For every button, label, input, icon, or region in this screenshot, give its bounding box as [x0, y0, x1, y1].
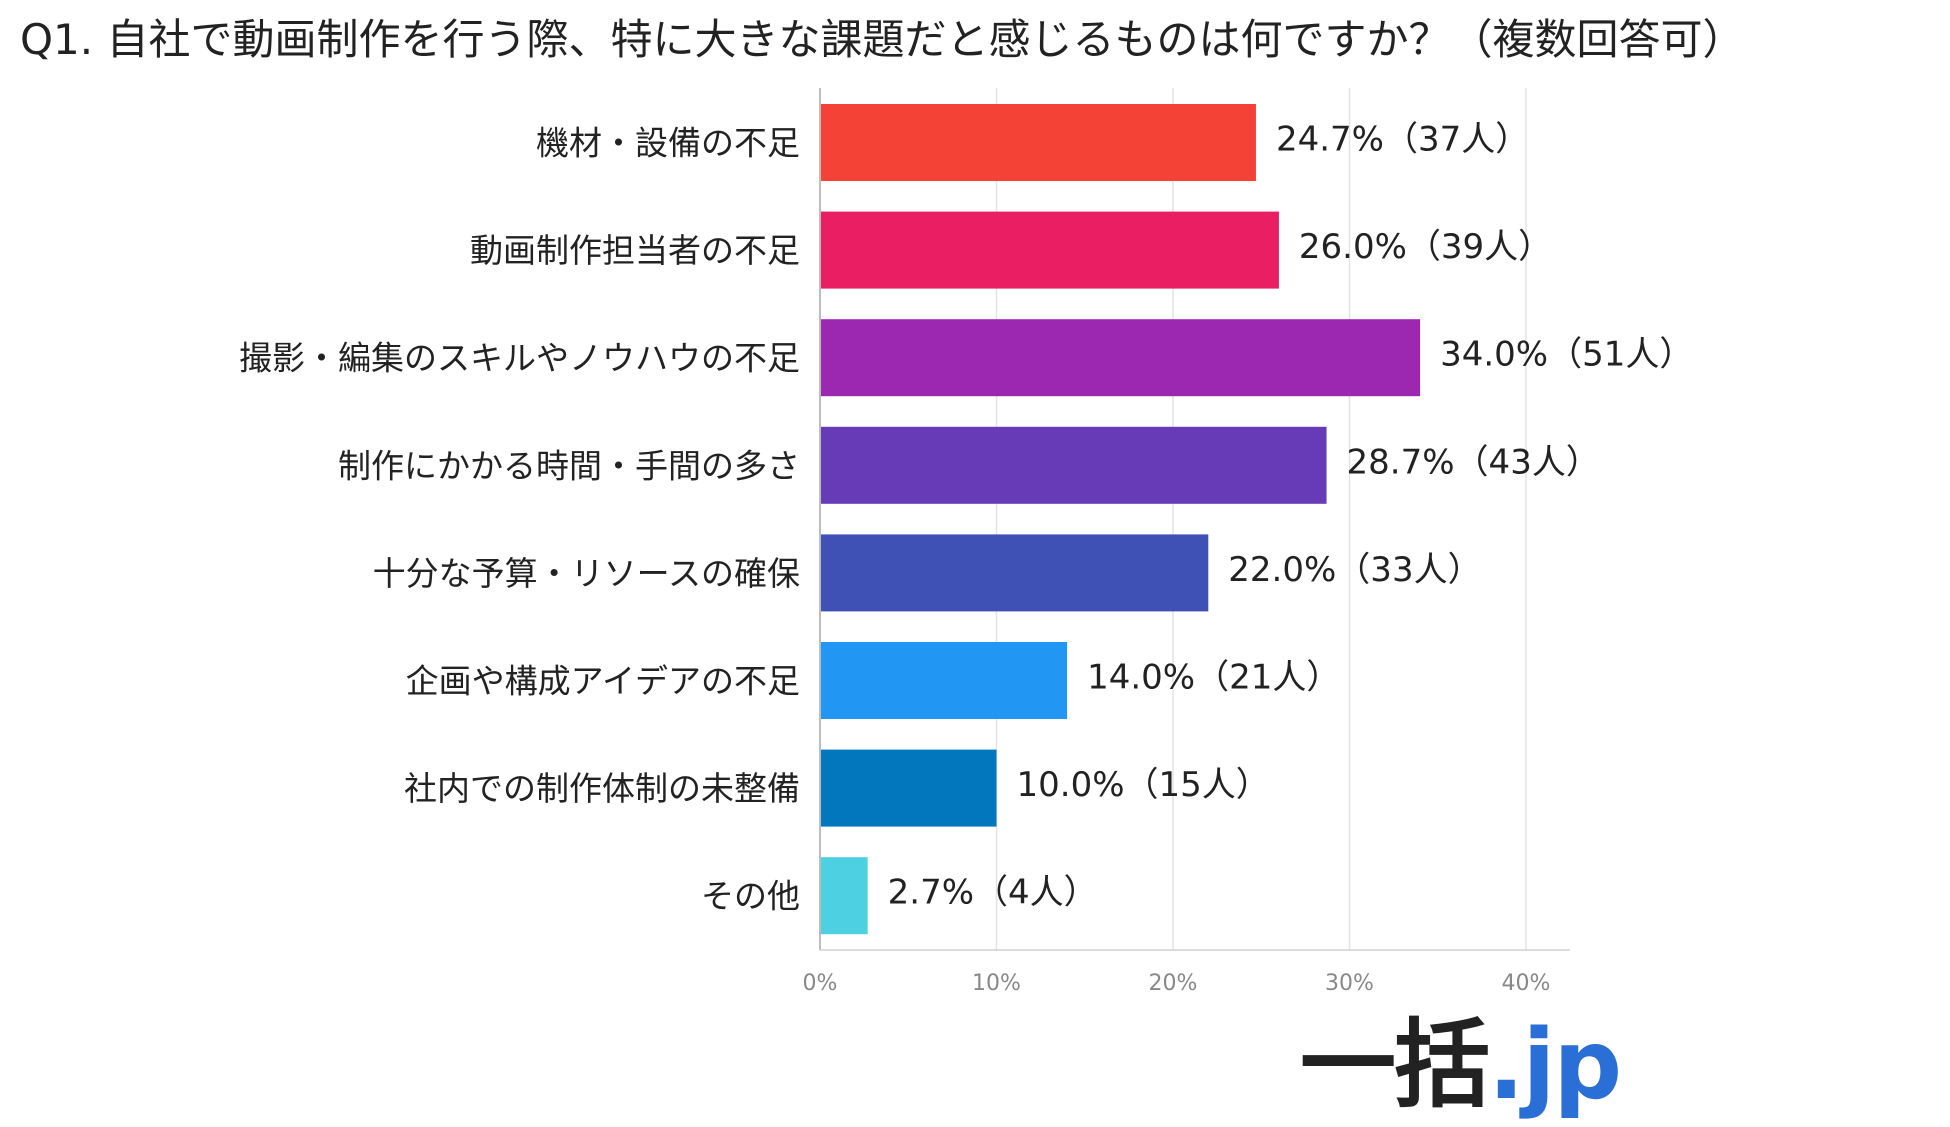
x-tick-label-10: 10%	[972, 971, 1021, 996]
bar-1	[820, 211, 1279, 289]
data-label-0: 24.7%（37人）	[1276, 120, 1529, 160]
bar-0	[820, 104, 1256, 181]
data-label-7: 2.7%（4人）	[888, 873, 1098, 913]
x-tick-label-20: 20%	[1149, 971, 1198, 996]
bar-7	[820, 857, 868, 935]
bar-5	[820, 642, 1068, 719]
logo-main-text: 一括	[1300, 1009, 1490, 1121]
x-tick-label-0: 0%	[803, 971, 838, 996]
category-label-2: 撮影・編集のスキルやノウハウの不足	[239, 339, 800, 378]
data-label-5: 14.0%（21人）	[1087, 658, 1340, 698]
bar-3	[820, 426, 1327, 504]
category-label-7: その他	[701, 877, 800, 916]
bar-2	[820, 319, 1421, 397]
brand-logo: 一括.jp	[1300, 1009, 1622, 1121]
data-label-3: 28.7%（43人）	[1347, 442, 1600, 482]
category-label-5: 企画や構成アイデアの不足	[406, 662, 800, 701]
data-label-2: 34.0%（51人）	[1440, 335, 1693, 375]
bar-6	[820, 749, 997, 827]
x-tick-label-30: 30%	[1325, 971, 1374, 996]
data-label-6: 10.0%（15人）	[1017, 765, 1270, 805]
data-label-4: 22.0%（33人）	[1228, 550, 1481, 590]
logo-suffix-text: .jp	[1488, 1009, 1622, 1121]
category-label-0: 機材・設備の不足	[536, 124, 800, 163]
data-label-1: 26.0%（39人）	[1299, 227, 1552, 267]
chart-title: Q1. 自社で動画制作を行う際、特に大きな課題だと感じるものは何ですか？（複数回…	[20, 15, 1745, 64]
bar-4	[820, 534, 1209, 612]
category-label-6: 社内での制作体制の未整備	[404, 769, 800, 808]
x-tick-label-40: 40%	[1502, 971, 1551, 996]
category-label-4: 十分な予算・リソースの確保	[373, 554, 800, 593]
category-label-1: 動画制作担当者の不足	[470, 231, 800, 270]
category-label-3: 制作にかかる時間・手間の多さ	[338, 446, 800, 485]
